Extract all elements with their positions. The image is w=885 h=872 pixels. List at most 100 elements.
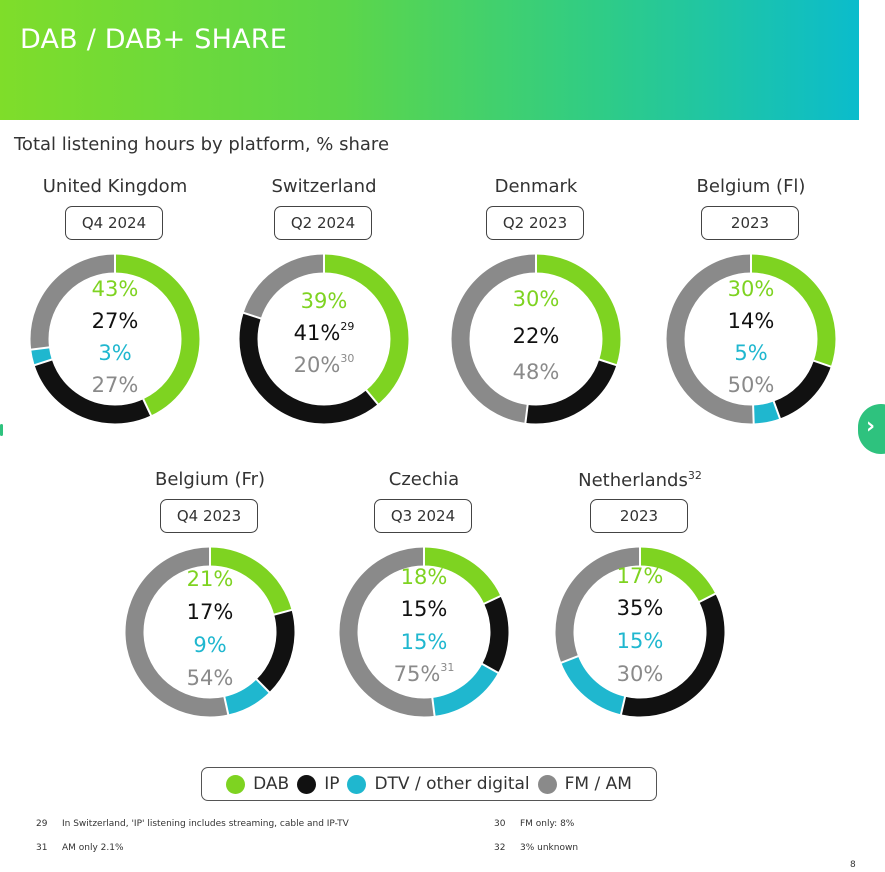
value-text: 41% — [293, 321, 341, 345]
segment-divider — [141, 397, 153, 417]
value-label-fm: 30% — [616, 662, 664, 686]
country-text: Netherlands — [578, 470, 688, 491]
segment-divider — [559, 654, 580, 665]
legend-label: IP — [324, 774, 340, 794]
country-label: Czechia — [388, 469, 460, 490]
segment-divider — [482, 594, 502, 606]
segment-divider — [524, 403, 529, 424]
value-text: 20% — [293, 353, 341, 377]
legend-swatch — [347, 774, 367, 794]
segment-divider — [752, 404, 755, 425]
value-label-fm: 50% — [727, 373, 775, 397]
value-label-dtv: 15% — [616, 629, 664, 653]
value-label-ip: 17% — [186, 600, 234, 624]
period-badge: 2023 — [590, 499, 688, 533]
period-badge: Q2 2024 — [274, 206, 372, 240]
segment-divider — [619, 695, 627, 716]
legend-item-dab: DAB — [226, 774, 289, 794]
value-label-ip: 35% — [616, 596, 664, 620]
segment-divider — [812, 359, 833, 368]
ip-segment — [451, 254, 621, 424]
ip-segment — [125, 547, 295, 717]
next-slide-button[interactable]: › — [858, 404, 885, 454]
segment-divider — [30, 346, 51, 351]
legend-item-dtv: DTV / other digital — [347, 774, 530, 794]
value-label-dab: 18% — [400, 565, 448, 589]
page-title: DAB / DAB+ SHARE — [20, 24, 288, 55]
footnote-ref: 31 — [440, 661, 455, 674]
country-label: Denmark — [494, 176, 578, 197]
footnote-30: 30 FM only: 8% — [494, 819, 574, 829]
ip-segment — [239, 254, 409, 424]
segment-divider — [272, 608, 293, 616]
legend-swatch — [537, 774, 557, 794]
period-badge: Q3 2024 — [374, 499, 472, 533]
ip-segment — [30, 254, 200, 424]
footnote-text: 3% unknown — [520, 843, 579, 853]
value-label-fm: 75%31 — [329, 661, 519, 686]
country-label: Switzerland — [271, 176, 377, 197]
donut-chart — [239, 253, 409, 424]
footnote-number: 29 — [36, 819, 48, 829]
legend-item-fm: FM / AM — [537, 774, 632, 794]
segment-divider — [597, 358, 618, 367]
country-label: United Kingdom — [42, 176, 188, 197]
value-label-dab: 21% — [186, 567, 234, 591]
ip-segment — [339, 547, 509, 717]
footnote-text: In Switzerland, 'IP' listening includes … — [62, 819, 349, 829]
segment-divider — [772, 400, 782, 420]
value-label-ip: 41%29 — [229, 320, 419, 345]
legend-swatch — [226, 774, 246, 794]
value-label-dtv: 15% — [400, 630, 448, 654]
value-label-fm: 48% — [512, 360, 560, 384]
legend-label: DAB — [253, 774, 290, 794]
footnote-number: 32 — [494, 843, 506, 853]
previous-slide-edge[interactable] — [0, 424, 3, 436]
segment-divider — [364, 388, 380, 406]
segment-divider — [33, 358, 54, 367]
footnote-text: AM only 2.1% — [62, 843, 124, 853]
value-label-ip: 27% — [91, 309, 139, 333]
footnote-31: 31 AM only 2.1% — [36, 843, 124, 853]
value-label-ip: 22% — [512, 324, 560, 348]
footnote-text: FM only: 8% — [520, 819, 575, 829]
legend-label: DTV / other digital — [374, 774, 530, 794]
legend-label: FM / AM — [564, 774, 632, 794]
chevron-right-icon: › — [866, 414, 876, 439]
value-label-fm: 54% — [186, 666, 234, 690]
period-badge: Q2 2023 — [486, 206, 584, 240]
segment-divider — [223, 695, 230, 716]
value-label-fm: 27% — [91, 373, 139, 397]
footnote-ref: 32 — [687, 469, 702, 482]
country-label: Netherlands32 — [545, 469, 735, 491]
period-badge: 2023 — [701, 206, 799, 240]
segment-divider — [431, 696, 436, 717]
value-label-fm: 20%30 — [229, 352, 419, 377]
footnote-32: 32 3% unknown — [494, 843, 578, 853]
donut-chart — [555, 546, 725, 717]
period-badge: Q4 2023 — [160, 499, 258, 533]
donut-chart — [451, 253, 621, 424]
donut-chart — [30, 253, 200, 424]
donut-chart — [125, 546, 295, 717]
ip-segment — [555, 547, 725, 717]
country-label: Belgium (Fr) — [154, 469, 265, 490]
footnote-number: 31 — [36, 843, 48, 853]
value-label-dab: 30% — [727, 277, 775, 301]
value-label-dab: 30% — [512, 287, 560, 311]
chart-subtitle: Total listening hours by platform, % sha… — [14, 134, 390, 155]
value-label-dtv: 5% — [734, 341, 768, 365]
legend-swatch — [297, 774, 317, 794]
value-label-dab: 43% — [91, 277, 139, 301]
page-number: 8 — [850, 860, 856, 870]
legend-item-ip: IP — [297, 774, 339, 794]
value-label-dab: 17% — [616, 564, 664, 588]
country-label: Belgium (Fl) — [696, 176, 806, 197]
header-banner: DAB / DAB+ SHARE — [0, 0, 859, 120]
footnote-number: 30 — [494, 819, 506, 829]
value-label-ip: 14% — [727, 309, 775, 333]
value-label-dtv: 3% — [98, 341, 132, 365]
value-text: 75% — [393, 662, 441, 686]
footnote-ref: 29 — [340, 320, 355, 333]
value-label-ip: 15% — [400, 597, 448, 621]
